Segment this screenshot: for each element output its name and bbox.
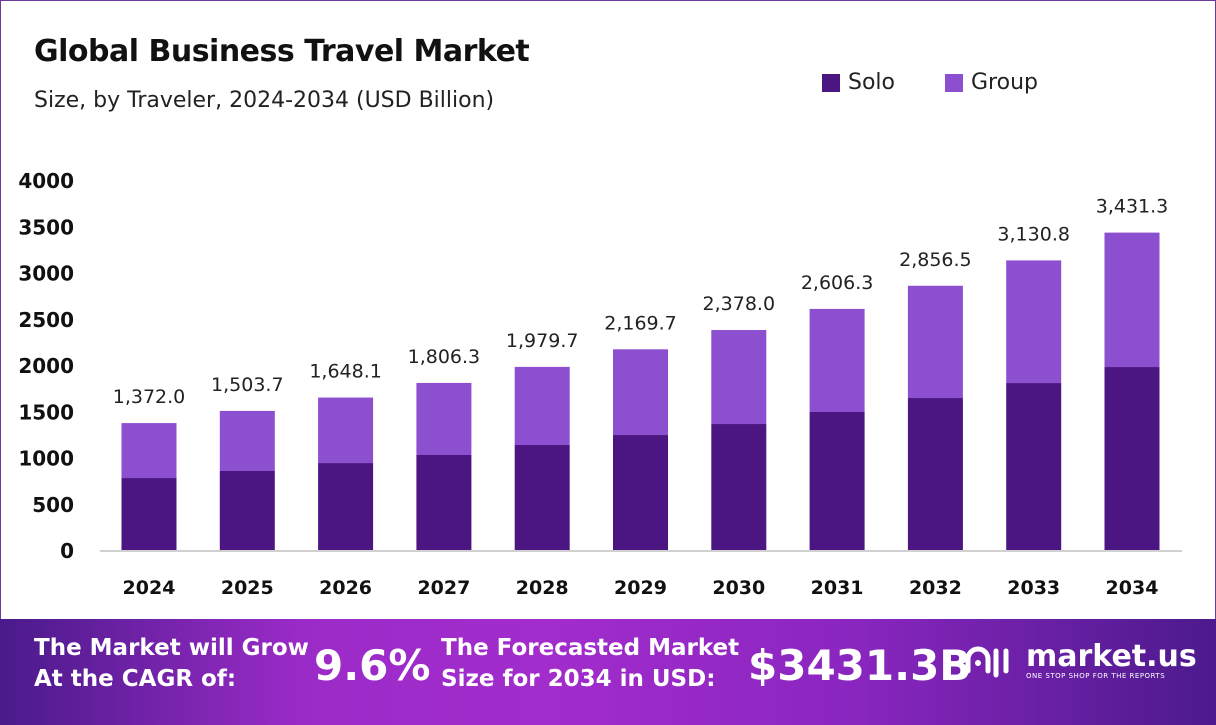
x-tick-label: 2026	[319, 577, 372, 599]
bar-solo	[121, 478, 177, 550]
total-data-label: 2,169.7	[604, 312, 677, 334]
x-tick-label: 2033	[1007, 577, 1060, 599]
bar-group	[514, 366, 570, 446]
legend-label: Solo	[848, 70, 895, 95]
bar-group	[121, 423, 177, 479]
forecast-label-line1: The Forecasted Market	[441, 635, 740, 661]
total-data-label: 2,606.3	[801, 272, 874, 294]
x-tick-label: 2030	[712, 577, 765, 599]
bar-solo	[514, 445, 570, 550]
y-tick-label: 2000	[18, 354, 74, 378]
bar-solo	[907, 398, 963, 550]
bar-solo	[1006, 383, 1062, 550]
bar-solo	[416, 455, 472, 550]
forecast-label: The Forecasted Market Size for 2034 in U…	[441, 633, 739, 695]
bar-group	[907, 285, 963, 399]
cagr-label: The Market will Grow At the CAGR of:	[34, 633, 309, 695]
bar-solo	[809, 411, 865, 550]
y-tick-label: 1000	[18, 447, 74, 471]
bar-solo	[318, 463, 374, 550]
y-tick-label: 4000	[18, 169, 74, 193]
x-tick-label: 2034	[1106, 577, 1159, 599]
chart-subtitle: Size, by Traveler, 2024-2034 (USD Billio…	[34, 88, 495, 113]
bar-chart: 0 500 1000 1500 2000 2500 3000 3500 4000 1,372.0 2…	[18, 169, 1182, 599]
total-data-label: 1,503.7	[211, 374, 284, 396]
legend-swatch-group	[945, 73, 963, 92]
bar-solo	[1104, 367, 1160, 550]
y-tick-label: 500	[32, 493, 74, 517]
logo-name: market.us	[1026, 639, 1197, 674]
bar-group	[219, 410, 275, 472]
total-data-label: 1,648.1	[309, 361, 382, 383]
summary-banner: The Market will Grow At the CAGR of: 9.6…	[0, 619, 1216, 725]
total-data-label: 1,372.0	[113, 386, 186, 408]
y-tick-label: 3000	[18, 262, 74, 286]
bar-group	[809, 308, 865, 412]
chart-title: Global Business Travel Market	[34, 34, 530, 69]
bar-group	[1104, 232, 1160, 368]
bar-group	[416, 382, 472, 456]
bar-solo	[219, 471, 275, 550]
cagr-value: 9.6%	[314, 641, 431, 690]
logo-tagline: ONE STOP SHOP FOR THE REPORTS	[1026, 672, 1166, 680]
legend: Solo Group	[822, 70, 1038, 95]
bar-group	[711, 330, 767, 425]
bar-solo	[711, 424, 767, 550]
total-data-label: 1,979.7	[506, 330, 579, 352]
x-tick-label: 2031	[811, 577, 864, 599]
total-data-label: 2,856.5	[899, 249, 972, 271]
total-data-label: 2,378.0	[703, 293, 776, 315]
legend-label: Group	[971, 70, 1038, 95]
total-data-label: 3,130.8	[997, 223, 1070, 245]
market-us-logo: market.us ONE STOP SHOP FOR THE REPORTS	[962, 641, 1197, 681]
logo-mark-icon	[965, 646, 1009, 678]
y-tick-label: 1500	[18, 400, 74, 424]
legend-item-solo: Solo	[822, 70, 895, 95]
x-tick-label: 2025	[221, 577, 274, 599]
cagr-label-line2: At the CAGR of:	[34, 666, 237, 692]
x-tick-label: 2028	[516, 577, 569, 599]
bar-solo	[613, 435, 668, 550]
forecast-label-line2: Size for 2034 in USD:	[441, 666, 716, 692]
legend-swatch-solo	[822, 73, 840, 92]
bar-group	[613, 349, 668, 436]
forecast-value: $3431.3B	[748, 641, 972, 690]
total-data-label: 1,806.3	[408, 346, 481, 368]
legend-item-group: Group	[945, 70, 1038, 95]
cagr-label-line1: The Market will Grow	[34, 635, 309, 661]
total-data-label: 3,431.3	[1096, 196, 1169, 218]
bar-group	[1006, 260, 1062, 384]
x-tick-label: 2027	[417, 577, 470, 599]
x-tick-label: 2024	[123, 577, 176, 599]
x-tick-label: 2032	[909, 577, 962, 599]
y-tick-label: 2500	[18, 308, 74, 332]
y-tick-label: 3500	[18, 215, 74, 239]
bar-group	[318, 397, 374, 464]
y-tick-label: 0	[60, 539, 74, 563]
x-tick-label: 2029	[614, 577, 667, 599]
